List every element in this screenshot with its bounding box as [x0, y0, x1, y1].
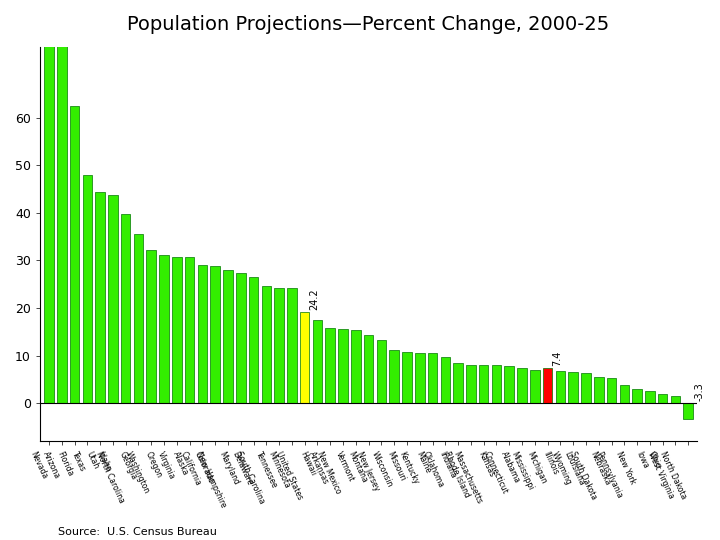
- Bar: [658, 394, 667, 403]
- Bar: [185, 257, 194, 403]
- Bar: [556, 371, 565, 403]
- Bar: [670, 396, 680, 403]
- Bar: [172, 256, 181, 403]
- Bar: [454, 363, 463, 403]
- Bar: [645, 391, 654, 403]
- Text: 85.8: 85.8: [0, 539, 1, 540]
- Bar: [83, 176, 92, 403]
- Bar: [236, 273, 246, 403]
- Bar: [505, 366, 514, 403]
- Bar: [159, 255, 168, 403]
- Bar: [44, 0, 54, 403]
- Text: 93.3: 93.3: [0, 539, 1, 540]
- Bar: [312, 320, 323, 403]
- Bar: [351, 330, 361, 403]
- Bar: [632, 389, 642, 403]
- Bar: [261, 286, 271, 403]
- Bar: [121, 214, 130, 403]
- Bar: [441, 357, 450, 403]
- Bar: [210, 266, 220, 403]
- Bar: [325, 328, 335, 403]
- Bar: [274, 288, 284, 403]
- Bar: [223, 269, 233, 403]
- Text: 24.2: 24.2: [309, 288, 319, 310]
- Bar: [338, 329, 348, 403]
- Bar: [197, 265, 207, 403]
- Bar: [415, 353, 425, 403]
- Bar: [543, 368, 552, 403]
- Bar: [683, 403, 693, 418]
- Bar: [530, 370, 539, 403]
- Bar: [517, 368, 527, 403]
- Bar: [581, 373, 590, 403]
- Bar: [390, 350, 399, 403]
- Text: 7.4: 7.4: [552, 351, 562, 367]
- Title: Population Projections—Percent Change, 2000-25: Population Projections—Percent Change, 2…: [127, 15, 610, 34]
- Bar: [108, 195, 117, 403]
- Bar: [568, 372, 578, 403]
- Bar: [248, 276, 258, 403]
- Bar: [57, 0, 66, 403]
- Bar: [287, 288, 297, 403]
- Bar: [466, 364, 476, 403]
- Bar: [364, 335, 374, 403]
- Bar: [607, 378, 616, 403]
- Bar: [300, 312, 310, 403]
- Text: -3.3: -3.3: [695, 382, 705, 401]
- Text: Source:  U.S. Census Bureau: Source: U.S. Census Bureau: [58, 526, 217, 537]
- Bar: [146, 249, 156, 403]
- Bar: [492, 366, 501, 403]
- Bar: [402, 352, 412, 403]
- Bar: [95, 192, 105, 403]
- Bar: [70, 106, 79, 403]
- Bar: [619, 386, 629, 403]
- Bar: [428, 353, 437, 403]
- Bar: [134, 234, 143, 403]
- Bar: [479, 366, 488, 403]
- Bar: [594, 377, 603, 403]
- Bar: [377, 340, 386, 403]
